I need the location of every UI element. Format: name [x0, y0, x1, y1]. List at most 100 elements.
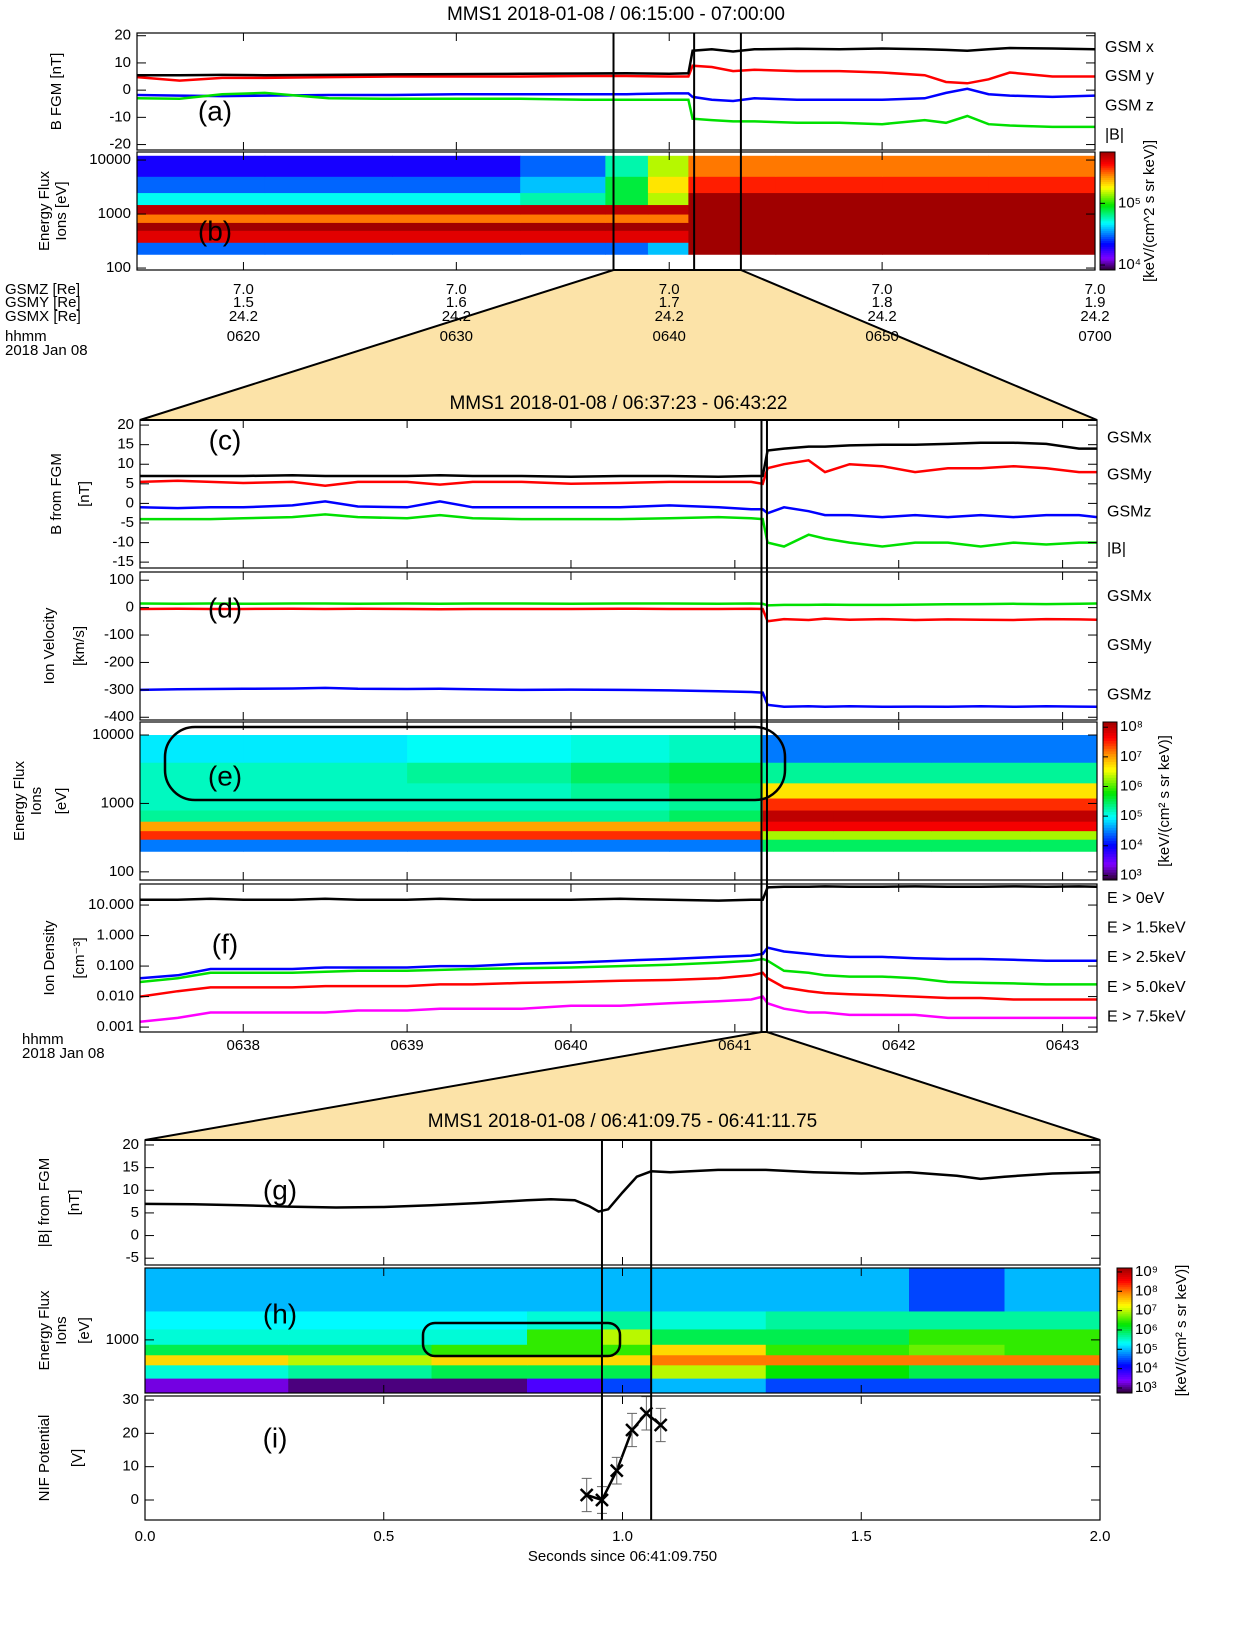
spectrogram-cell [775, 242, 883, 255]
panel-frame [136, 32, 1096, 151]
colorbar-segment [1117, 1270, 1132, 1273]
point-marker [609, 1463, 624, 1478]
colorbar-tick-label: 10⁹ [1135, 1263, 1158, 1280]
series-line [137, 91, 1095, 129]
y-tick-label: 100 [109, 863, 134, 880]
colorbar-segment [1117, 1309, 1132, 1313]
colorbar-segment [1103, 745, 1117, 749]
spectrogram-cell [264, 230, 393, 243]
spectrogram-cell [762, 782, 834, 799]
spectrogram-cell [601, 1268, 652, 1312]
spectrogram-cell [601, 1328, 652, 1345]
ephemeris-value: 24.2 [655, 308, 684, 325]
spectrogram-cell [651, 1378, 767, 1393]
spectrogram-cell [288, 1344, 432, 1356]
spectrogram-cell [1004, 1354, 1100, 1366]
spectrogram-cell [909, 1268, 1005, 1312]
colorbar-segment [1100, 205, 1115, 208]
y-axis-label: NIF Potential [36, 1415, 53, 1502]
spectrogram-cell [669, 810, 764, 822]
y-tick-label: 1.000 [96, 927, 134, 944]
y-tick-label: 30 [122, 1391, 139, 1408]
colorbar-segment [1117, 1297, 1132, 1300]
colorbar-segment [1103, 829, 1117, 834]
colorbar-segment [1117, 1320, 1132, 1323]
colorbar-segment [1103, 735, 1117, 739]
y-tick-label: -15 [112, 553, 134, 570]
spectrogram-cell [407, 782, 572, 799]
spectrogram-cell [527, 1310, 603, 1330]
colorbar-segment [1117, 1336, 1132, 1340]
colorbar-segment [1117, 1311, 1132, 1315]
spectrogram-cell [140, 782, 244, 799]
spectrogram-cell [688, 176, 777, 194]
colorbar-segment [1100, 199, 1115, 202]
legend-entry: GSMz [1107, 687, 1151, 704]
spectrogram-cell [288, 1378, 432, 1393]
colorbar-segment [1103, 798, 1117, 802]
spectrogram-cell [392, 176, 521, 194]
colorbar-segment [1100, 153, 1115, 157]
colorbar-segment [1117, 1290, 1132, 1294]
colorbar-segment [1100, 195, 1115, 198]
colorbar-segment [1100, 173, 1115, 177]
spectrogram-cell [775, 222, 883, 231]
colorbar-segment [1103, 793, 1117, 797]
spectrogram-cell [1029, 782, 1097, 799]
colorbar-segment [1100, 264, 1115, 267]
plot-area [140, 441, 1097, 548]
series-line [137, 46, 1095, 77]
colorbar-tick-label: 10⁶ [1120, 777, 1143, 794]
colorbar-segment [1117, 1355, 1132, 1359]
spectrogram-cell [833, 810, 932, 822]
colorbar-segment [1117, 1378, 1132, 1381]
spectrogram-cell [833, 782, 932, 799]
ephemeris-value: 1.6 [446, 294, 467, 311]
colorbar-segment [1117, 1368, 1132, 1371]
colorbar-segment [1103, 866, 1117, 870]
colorbar-segment [1103, 777, 1117, 781]
plot-area [145, 1268, 1100, 1393]
spectrogram-cell [137, 242, 266, 255]
legend-entry: GSMy [1107, 637, 1151, 654]
spectrogram-cell [765, 1268, 910, 1312]
spectrogram-cell [833, 735, 932, 763]
spectrogram-cell [431, 1378, 528, 1393]
colorbar-segment [1100, 197, 1115, 200]
ephemeris-value: 1.7 [659, 294, 680, 311]
colorbar-segment [1103, 856, 1117, 860]
spectrogram-cell [520, 230, 606, 243]
spectrogram-cell [882, 204, 990, 215]
y-axis-label: [eV] [53, 788, 70, 815]
colorbar-segment [1100, 179, 1115, 182]
colorbar-tick-label: 10³ [1120, 866, 1142, 883]
y-tick-label: -10 [109, 108, 131, 125]
spectrogram-cell [647, 214, 689, 223]
colorbar-segment [1103, 772, 1117, 776]
plot-area [137, 155, 1095, 255]
spectrogram-cell [392, 214, 521, 223]
spectrogram-cell [520, 192, 606, 206]
spectrogram-cell [137, 155, 266, 177]
series-line [137, 64, 1095, 85]
colorbar-segment [1103, 761, 1117, 765]
spectrogram-cell [988, 222, 1095, 231]
colorbar-tick-label: 10⁴ [1120, 837, 1143, 854]
colorbar-segment [1117, 1390, 1132, 1394]
colorbar-segment [1100, 236, 1115, 240]
ephemeris-value: 24.2 [442, 308, 471, 325]
legend-entry: E > 5.0keV [1107, 979, 1186, 996]
spectrogram-cell [775, 192, 883, 206]
colorbar-segment [1100, 175, 1115, 179]
spectrogram-cell [527, 1268, 603, 1312]
colorbar-segment [1117, 1301, 1132, 1304]
spectrogram-cell [762, 821, 834, 832]
spectrogram-cell [137, 204, 266, 215]
colorbar-segment [1103, 806, 1117, 810]
y-tick-label: 1000 [101, 794, 134, 811]
plot-area [137, 46, 1095, 129]
ephemeris-value: 1.5 [233, 294, 254, 311]
spectrogram-cell [407, 810, 572, 822]
spectrogram-cell [431, 1268, 528, 1312]
